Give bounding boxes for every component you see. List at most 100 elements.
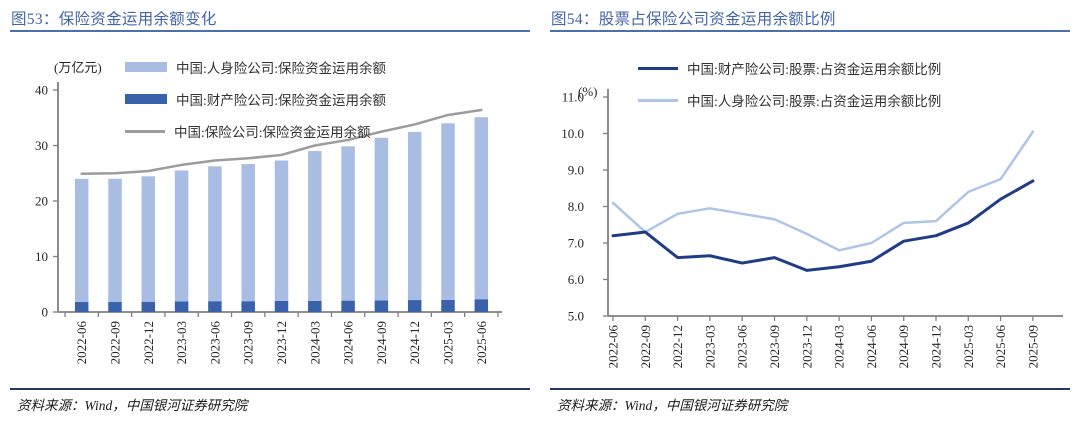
x-tick-label: 2024-09 (896, 325, 911, 368)
figure-53-title: 图53：保险资金运用余额变化 (11, 11, 217, 28)
x-tick-label: 2022-06 (74, 321, 89, 365)
legend-item-life-insurance: 中国:人身险公司:保险资金运用余额 (125, 57, 386, 77)
y-tick-label: 0 (42, 305, 49, 320)
figure-53-source: 资料来源：Wind，中国银河证券研究院 (17, 398, 248, 413)
x-tick-label: 2025-03 (961, 325, 976, 368)
bar-segment (141, 301, 156, 312)
bar-segment (208, 166, 222, 302)
y-tick-label: 7.0 (568, 236, 584, 251)
insurance-funds-balance-chart: (万亿元) 0 10 20 30 40 2022-06 2022-09 2022-12 2023-… (35, 60, 502, 365)
x-tick-label: 2024-09 (374, 321, 389, 364)
figure-53-footer-rule (10, 388, 530, 390)
x-tick-label: 2023-09 (241, 321, 256, 364)
x-tick-label: 2023-06 (207, 321, 222, 365)
x-tick-label: 2024-03 (307, 321, 322, 364)
x-tick-label: 2024-06 (341, 321, 356, 365)
figure-53-legend: 中国:人身险公司:保险资金运用余额 中国:财产险公司:保险资金运用余额 中国:保… (125, 57, 386, 141)
y-tick-label: 30 (35, 138, 48, 153)
figure-54-footer-rule (550, 388, 1070, 390)
x-tick-label: 2025-06 (993, 325, 1008, 369)
bar-segment (274, 300, 289, 312)
x-tick-label: 2023-03 (702, 325, 717, 368)
figure-54-panel: 图54：股票占保险公司资金运用余额比例 (%) 5.0 6.0 7.0 8.0 9.0 10… (540, 0, 1080, 422)
figure-54-legend: 中国:财产险公司:股票:占资金运用余额比例 中国:人身险公司:股票:占资金运用余… (638, 58, 941, 110)
figure-53-title-rule (10, 30, 530, 32)
legend-item-property-insurance: 中国:财产险公司:保险资金运用余额 (125, 89, 386, 109)
x-tick-label: 2025-03 (441, 321, 456, 364)
x-tick-label: 2023-06 (735, 325, 750, 369)
x-tick-label: 2025-06 (474, 321, 489, 365)
legend-item-life-stock-ratio: 中国:人身险公司:股票:占资金运用余额比例 (638, 90, 941, 110)
bar-segment (308, 300, 322, 312)
legend-item-property-stock-ratio: 中国:财产险公司:股票:占资金运用余额比例 (638, 58, 941, 78)
bar-segment (174, 301, 189, 312)
y-tick-label: 5.0 (568, 309, 584, 324)
x-tick-label: 2023-03 (174, 321, 189, 364)
bar-segment (474, 117, 489, 300)
bar-segment (341, 146, 355, 301)
legend-label-property-stock-ratio: 中国:财产险公司:股票:占资金运用余额比例 (687, 62, 942, 77)
figure-53-panel: 图53：保险资金运用余额变化 (万亿元) 0 10 20 30 40 2022-06 2022… (10, 11, 530, 413)
bar-segment (274, 160, 289, 301)
legend-item-total-insurance: 中国:保险公司:保险资金运用余额 (125, 121, 386, 141)
axis-unit-label: (%) (578, 84, 598, 99)
series-line (611, 130, 1035, 252)
x-tick-label: 2022-06 (606, 325, 621, 369)
figure-54-source: 资料来源：Wind，中国银河证券研究院 (557, 398, 788, 413)
y-tick-label: 40 (35, 83, 48, 98)
x-tick-label: 2022-12 (670, 325, 685, 368)
bar-segment (441, 299, 455, 312)
x-tick-label: 2022-12 (141, 321, 156, 364)
y-tick-label: 10.0 (561, 126, 584, 141)
x-tick-label: 2024-12 (929, 325, 944, 368)
bar-segment (108, 178, 122, 303)
bar-segment (374, 300, 389, 312)
bar-segment (108, 302, 122, 312)
legend-swatch-life-bar (125, 62, 167, 72)
bar-segment (341, 300, 355, 312)
figure-54-title: 图54：股票占保险公司资金运用余额比例 (551, 11, 836, 28)
bar-segment (208, 301, 222, 312)
x-tick-label: 2024-12 (407, 321, 422, 364)
legend-swatch-property-line (638, 66, 678, 70)
bar-segment (241, 301, 255, 312)
bar-segment (441, 123, 455, 300)
bar-segment (74, 178, 89, 303)
y-tick-label: 10 (35, 249, 48, 264)
y-tick-label: 9.0 (568, 163, 584, 178)
bar-segment (374, 137, 389, 301)
y-tick-label: 11.0 (562, 90, 584, 105)
legend-swatch-property-bar (125, 94, 167, 104)
bar-segment (174, 170, 189, 302)
stock-allocation-ratio-chart: (%) 5.0 6.0 7.0 8.0 9.0 10.0 11.0 2022-06 2022-09… (561, 84, 1063, 369)
bar-segment (74, 302, 89, 312)
legend-label-property-insurance: 中国:财产险公司:保险资金运用余额 (176, 93, 387, 108)
y-tick-label: 6.0 (568, 272, 584, 287)
legend-label-life-insurance: 中国:人身险公司:保险资金运用余额 (176, 61, 387, 76)
x-tick-label: 2023-09 (767, 325, 782, 368)
bar-segment (474, 299, 489, 312)
legend-label-life-stock-ratio: 中国:人身险公司:股票:占资金运用余额比例 (687, 94, 942, 109)
legend-swatch-life-line (638, 98, 678, 102)
bar-segment (407, 131, 422, 301)
x-tick-label: 2022-09 (638, 325, 653, 368)
bar-segment (407, 300, 422, 312)
y-tick-label: 20 (35, 194, 48, 209)
series-line (611, 179, 1035, 272)
axis-unit-label: (万亿元) (54, 60, 102, 75)
x-tick-label: 2024-03 (832, 325, 847, 368)
figure-54-title-rule (550, 30, 1070, 32)
bar-segment (241, 164, 255, 302)
x-tick-label: 2024-06 (864, 325, 879, 369)
x-tick-label: 2023-12 (274, 321, 289, 364)
bar-segment (141, 176, 156, 302)
legend-swatch-total-line (125, 129, 165, 133)
bar-segment (308, 151, 322, 301)
x-tick-label: 2025-09 (1025, 325, 1040, 368)
x-tick-label: 2023-12 (799, 325, 814, 368)
legend-label-total-insurance: 中国:保险公司:保险资金运用余额 (174, 125, 371, 140)
x-tick-label: 2022-09 (108, 321, 123, 364)
y-tick-label: 8.0 (568, 199, 584, 214)
series-line (80, 108, 483, 176)
